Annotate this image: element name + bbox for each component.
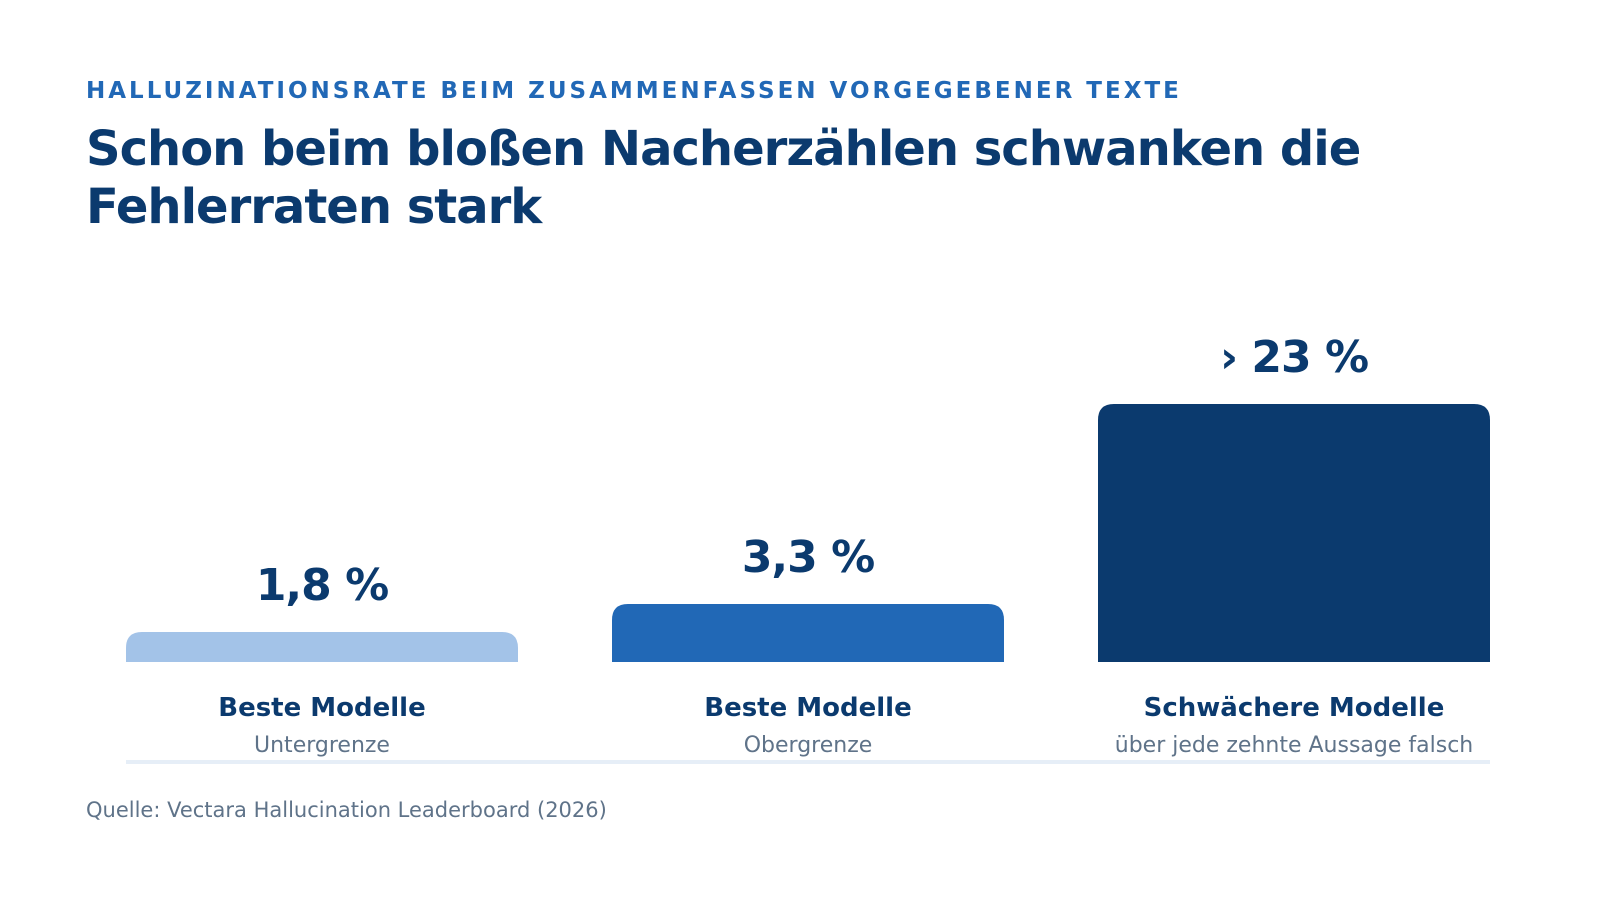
category-label-2: Beste Modelle bbox=[704, 693, 911, 723]
category-sublabel-2: Obergrenze bbox=[744, 733, 873, 758]
chart-title: Schon beim bloßen Nacherzählen schwanken… bbox=[86, 121, 1361, 235]
source-note: Quelle: Vectara Hallucination Leaderboar… bbox=[86, 798, 607, 822]
value-label-2: 3,3 % bbox=[742, 532, 874, 583]
category-sublabel-1: Untergrenze bbox=[254, 733, 390, 758]
bar-3 bbox=[1098, 404, 1490, 662]
bar-2 bbox=[612, 604, 1004, 662]
category-label-1: Beste Modelle bbox=[218, 693, 425, 723]
value-label-1: 1,8 % bbox=[256, 560, 388, 611]
bar-1 bbox=[126, 632, 518, 662]
category-sublabel-3: über jede zehnte Aussage falsch bbox=[1115, 733, 1473, 758]
baseline-rule bbox=[126, 760, 1490, 764]
category-label-3: Schwächere Modelle bbox=[1144, 693, 1445, 723]
chart-kicker: HALLUZINATIONSRATE BEIM ZUSAMMENFASSEN V… bbox=[86, 78, 1182, 104]
value-label-3: › 23 % bbox=[1220, 332, 1368, 383]
